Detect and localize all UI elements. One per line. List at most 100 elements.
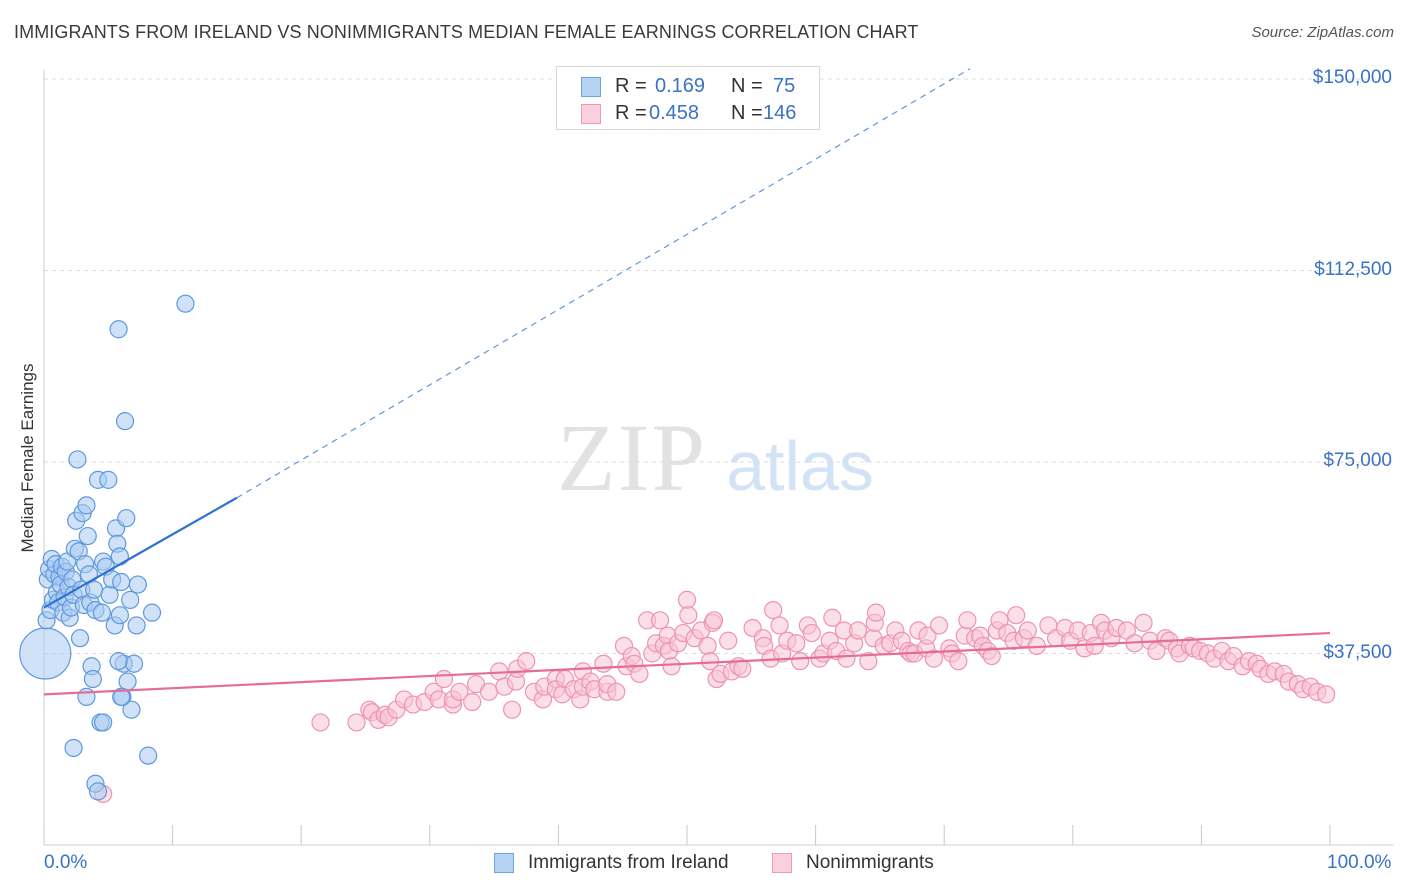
- ireland-point: [112, 572, 131, 592]
- nonimmigrants-point: [764, 600, 783, 620]
- legend-swatch-blue: [581, 77, 601, 97]
- nonimmigrants-point: [704, 611, 724, 630]
- nonimmigrants-points: [94, 590, 1336, 804]
- legend-n-value: 146: [763, 102, 797, 124]
- ireland-point: [176, 294, 195, 313]
- nonimmigrants-point: [770, 616, 789, 635]
- legend-n-label: N =: [731, 102, 763, 124]
- nonimmigrants-trend-line: [43, 631, 1331, 696]
- nonimmigrants-point: [958, 611, 977, 630]
- ireland-point: [85, 580, 104, 599]
- ireland-point: [83, 669, 102, 689]
- nonimmigrants-point: [677, 590, 697, 609]
- chart-title: IMMIGRANTS FROM IRELAND VS NONIMMIGRANTS…: [14, 22, 919, 42]
- nonimmigrants-point: [1085, 636, 1104, 655]
- ireland-point: [121, 590, 140, 609]
- nonimmigrants-point: [630, 664, 649, 684]
- ireland-point: [70, 629, 90, 648]
- ireland-point: [78, 526, 97, 546]
- watermark-atlas: atlas: [726, 427, 874, 505]
- nonimmigrants-point: [503, 700, 522, 719]
- stats-legend: R = 0.169 N = 75 R = 0.458 N = 146: [556, 66, 820, 130]
- nonimmigrants-point: [517, 652, 536, 671]
- nonimmigrants-point: [982, 646, 1001, 666]
- source-credit: Source: ZipAtlas.com: [1251, 24, 1394, 41]
- nonimmigrants-point: [823, 608, 842, 627]
- y-tick-label: $75,000: [1323, 450, 1392, 471]
- legend-n-value: 75: [773, 75, 796, 97]
- ireland-point: [88, 782, 108, 801]
- ireland-point: [94, 713, 113, 732]
- bottom-legend-swatch-blue: [494, 853, 514, 873]
- legend-r-label: R =: [615, 75, 647, 97]
- ireland-point: [139, 746, 158, 765]
- nonimmigrants-point: [594, 654, 613, 673]
- nonimmigrants-point: [733, 659, 752, 678]
- gridlines: [44, 78, 1394, 654]
- ireland-point: [19, 627, 72, 680]
- nonimmigrants-point: [450, 682, 469, 701]
- legend-n-label: N =: [731, 75, 763, 97]
- ireland-point: [110, 606, 129, 625]
- bottom-legend-label: Nonimmigrants: [806, 852, 934, 873]
- nonimmigrants-point: [607, 682, 626, 701]
- ireland-point: [109, 652, 128, 671]
- ireland-point: [64, 738, 83, 758]
- ireland-point: [122, 700, 141, 719]
- nonimmigrants-point: [866, 603, 886, 622]
- nonimmigrants-point: [479, 682, 499, 701]
- nonimmigrants-point: [679, 606, 698, 625]
- ireland-point: [77, 496, 96, 515]
- nonimmigrants-point: [802, 623, 821, 643]
- ireland-point: [128, 575, 147, 594]
- nonimmigrants-point: [1007, 606, 1026, 625]
- ireland-point: [68, 450, 87, 469]
- legend-r-value: 0.169: [655, 75, 706, 97]
- nonimmigrants-point: [924, 649, 944, 668]
- y-tick-label: $112,500: [1314, 258, 1392, 280]
- ireland-point: [127, 616, 146, 635]
- ireland-point: [118, 672, 137, 691]
- ireland-point: [117, 509, 136, 528]
- nonimmigrants-point: [848, 621, 868, 640]
- nonimmigrants-point: [662, 657, 681, 676]
- nonimmigrants-point: [698, 636, 717, 655]
- watermark: ZIP atlas: [557, 404, 874, 511]
- legend-r-label: R =: [615, 102, 647, 124]
- nonimmigrants-point: [347, 713, 366, 732]
- x-tick-max: 100.0%: [1327, 852, 1392, 873]
- watermark-zip: ZIP: [557, 404, 707, 511]
- nonimmigrants-point: [837, 649, 856, 668]
- x-tick-min: 0.0%: [44, 852, 88, 873]
- ireland-point: [112, 687, 131, 707]
- ireland-point: [92, 603, 111, 622]
- ireland-trend-extension: [236, 68, 971, 499]
- nonimmigrants-point: [929, 616, 949, 635]
- ireland-point: [142, 603, 162, 622]
- nonimmigrants-point: [463, 692, 482, 712]
- ireland-point: [79, 565, 99, 584]
- legend-r-value: 0.458: [649, 102, 700, 124]
- ireland-point: [124, 654, 144, 673]
- axes: [43, 70, 1394, 846]
- nonimmigrants-point: [311, 713, 330, 732]
- y-axis-label: Median Female Earnings: [18, 363, 37, 553]
- nonimmigrants-point: [859, 652, 878, 671]
- nonimmigrants-point: [719, 631, 738, 650]
- y-tick-label: $150,000: [1312, 67, 1392, 88]
- bottom-legend-label: Immigrants from Ireland: [528, 852, 729, 873]
- nonimmigrants-point: [1134, 613, 1153, 632]
- ireland-point: [109, 320, 128, 339]
- ireland-points: [19, 294, 195, 801]
- nonimmigrants-point: [1317, 685, 1336, 704]
- nonimmigrants-point: [949, 652, 968, 671]
- nonimmigrants-point: [1018, 621, 1037, 640]
- legend-swatch-pink: [581, 104, 601, 124]
- nonimmigrants-point: [650, 611, 670, 630]
- nonimmigrants-point: [434, 669, 454, 689]
- nonimmigrants-point: [791, 652, 810, 671]
- ireland-point: [110, 547, 129, 566]
- nonimmigrants-point: [918, 626, 937, 645]
- y-tick-label: $37,500: [1323, 641, 1392, 663]
